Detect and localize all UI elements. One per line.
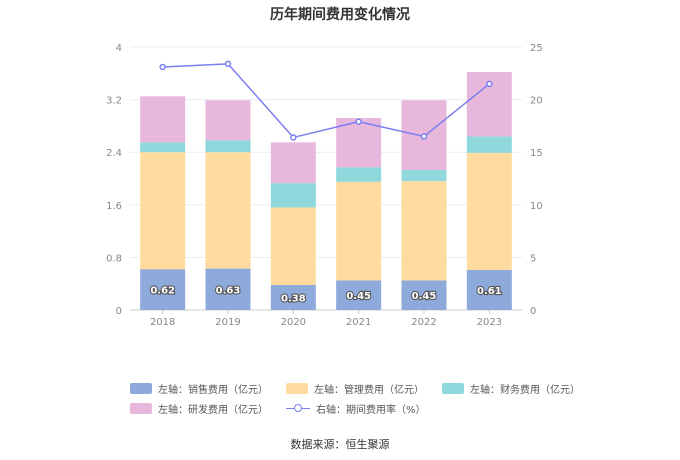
x-tick-label: 2019 (215, 317, 240, 328)
bar-admin (140, 152, 186, 270)
bar-rd (270, 142, 316, 184)
legend-row: 左轴：销售费用（亿元） 左轴：管理费用（亿元） 左轴：财务费用（亿元） (130, 378, 580, 398)
y-right-tick-label: 5 (530, 253, 536, 264)
legend-item-rate[interactable]: 右轴：期间费用率（%） (286, 401, 426, 416)
legend-swatch (286, 382, 308, 394)
data-source: 数据来源：恒生聚源 (290, 438, 390, 451)
line-rate-point (290, 134, 297, 141)
bar-finance (401, 169, 447, 182)
bar-admin (336, 181, 382, 281)
bar-sales (336, 280, 382, 310)
x-tick-label: 2020 (281, 317, 306, 328)
line-rate-point (159, 63, 166, 71)
bar-sales (205, 268, 251, 310)
bar-finance (270, 183, 316, 208)
bar-admin (270, 207, 316, 286)
bar-finance (205, 140, 251, 153)
bar-data-label: 0.45 (412, 291, 437, 302)
legend-label: 左轴：销售费用（亿元） (158, 384, 268, 396)
bar-finance (140, 142, 186, 153)
bar-finance (466, 136, 512, 153)
bar-sales (401, 280, 447, 310)
line-rate-point (224, 60, 232, 68)
bar-rd (205, 100, 251, 141)
y-right-tick-label: 25 (530, 43, 543, 54)
line-rate-point (420, 133, 428, 140)
legend-label: 右轴：期间费用率（%） (316, 404, 426, 416)
x-tick-label: 2021 (346, 317, 371, 328)
bar-data-label: 0.45 (346, 291, 371, 302)
bar-sales (466, 269, 512, 310)
bar-admin (205, 152, 251, 269)
bar-rd (336, 118, 382, 168)
legend-label: 左轴：财务费用（亿元） (470, 384, 580, 396)
bar-data-label: 0.38 (281, 294, 306, 305)
legend-swatch (130, 382, 152, 394)
y-left-tick-label: 1.6 (106, 201, 122, 212)
y-right-tick-label: 20 (530, 96, 543, 107)
y-right-tick-label: 10 (530, 201, 543, 212)
legend-swatch (130, 402, 152, 414)
y-left-tick-label: 2.4 (106, 148, 122, 159)
y-left-tick-label: 0.8 (106, 253, 122, 264)
legend-item-rd[interactable]: 左轴：研发费用（亿元） (130, 401, 268, 416)
bar-data-label: 0.63 (216, 285, 241, 296)
x-tick-label: 2023 (477, 317, 502, 328)
bar-sales (140, 269, 186, 310)
legend-item-admin[interactable]: 左轴：管理费用（亿元） (286, 381, 424, 396)
x-tick-label: 2022 (411, 317, 436, 328)
legend-row: 左轴：研发费用（亿元） 右轴：期间费用率（%） (130, 398, 570, 418)
bar-data-label: 0.62 (150, 286, 175, 297)
legend-item-finance[interactable]: 左轴：财务费用（亿元） (442, 381, 580, 396)
bar-finance (336, 167, 382, 182)
chart-legend: 左轴：销售费用（亿元） 左轴：管理费用（亿元） 左轴：财务费用（亿元） 左轴：研发费… (130, 378, 580, 418)
y-right-tick-label: 15 (530, 148, 543, 159)
line-rate-point (355, 118, 362, 125)
legend-label: 左轴：管理费用（亿元） (314, 384, 424, 396)
y-left-tick-label: 4 (116, 43, 122, 54)
legend-line-marker-icon (286, 403, 310, 414)
bar-data-label: 0.61 (477, 286, 502, 297)
bar-admin (466, 152, 512, 270)
x-tick-label: 2018 (150, 317, 175, 328)
legend-swatch (442, 382, 464, 394)
line-rate (162, 63, 490, 139)
bar-admin (401, 181, 447, 281)
chart-title: 历年期间费用变化情况 (270, 7, 410, 23)
legend-item-sales[interactable]: 左轴：销售费用（亿元） (130, 381, 268, 396)
bar-rd (140, 96, 186, 143)
bar-sales (270, 285, 316, 310)
y-left-tick-label: 0 (116, 306, 122, 317)
y-left-tick-label: 3.2 (106, 96, 122, 107)
y-right-tick-label: 0 (530, 306, 536, 317)
line-rate-point (486, 80, 493, 88)
legend-label: 左轴：研发费用（亿元） (158, 404, 268, 416)
